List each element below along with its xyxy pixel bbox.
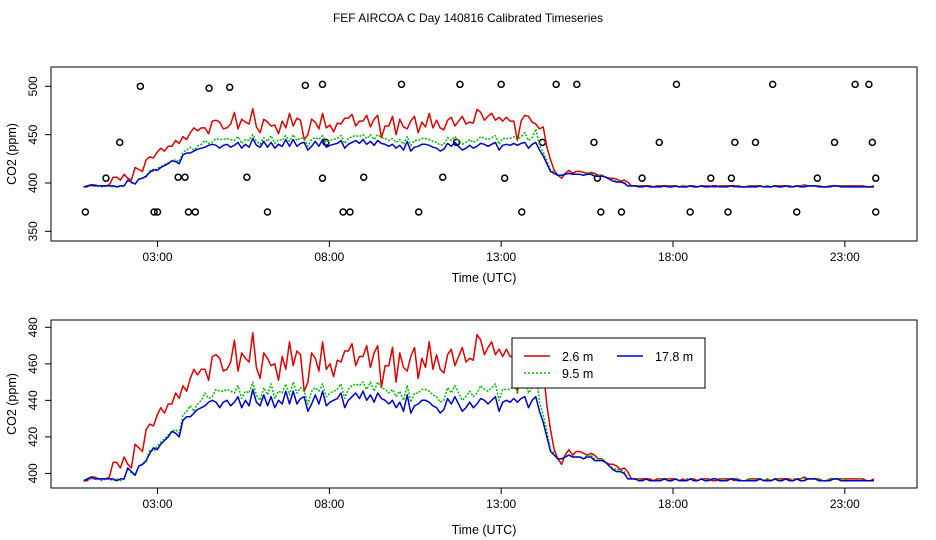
marker-point [724, 208, 732, 216]
legend-label-9-5m: 9.5 m [562, 367, 593, 381]
legend-label-2-6m: 2.6 m [562, 350, 593, 364]
marker-point [414, 208, 423, 216]
bottom-x-tick-label: 18:00 [658, 497, 688, 511]
marker-point [768, 80, 777, 89]
top-x-tick-label: 13:00 [486, 250, 516, 264]
top-y-axis-label: CO2 (ppm) [5, 123, 19, 185]
top-y-tick-label: 450 [26, 124, 40, 144]
bottom-x-tick-label: 03:00 [143, 497, 173, 511]
marker-point [102, 174, 110, 182]
marker-point [318, 174, 327, 182]
marker-point [184, 208, 193, 216]
marker-point [872, 174, 880, 182]
marker-point [727, 174, 736, 182]
marker-point [456, 80, 464, 89]
marker-point [538, 138, 547, 147]
marker-point [439, 173, 447, 181]
top-series-line-9-5m [83, 128, 874, 188]
marker-point [851, 80, 859, 89]
marker-point [497, 80, 505, 89]
marker-point [638, 174, 646, 182]
marker-point [597, 208, 605, 216]
bottom-y-tick-label: 480 [26, 317, 40, 337]
marker-point [872, 208, 880, 216]
bottom-y-axis-label: CO2 (ppm) [5, 373, 19, 435]
bottom-x-tick-label: 13:00 [486, 497, 516, 511]
bottom-panel: 03:00 08:00 13:00 18:00 23:00 400 420 440 460 480… [5, 317, 918, 537]
bottom-series [83, 332, 875, 482]
bottom-series-line-9-5m [83, 370, 874, 482]
marker-point [573, 80, 581, 89]
marker-point [672, 80, 681, 89]
bottom-axes: 03:00 08:00 13:00 18:00 23:00 400 420 440 460 480 [26, 317, 860, 511]
marker-point [205, 84, 213, 93]
top-y-tick-label: 500 [26, 76, 40, 96]
top-series-line-17-8m [83, 137, 874, 188]
marker-point [181, 173, 189, 181]
marker-point [707, 174, 715, 182]
marker-point [346, 208, 354, 216]
marker-point [590, 138, 598, 147]
top-series [83, 107, 875, 188]
top-x-axis-label: Time (UTC) [452, 271, 517, 285]
marker-point [301, 81, 310, 90]
marker-point [243, 173, 251, 181]
legend-label-17-8m: 17.8 m [655, 350, 693, 364]
marker-point [830, 138, 839, 147]
legend: 2.6 m 9.5 m 17.8 m [511, 337, 706, 389]
bottom-x-tick-label: 23:00 [830, 497, 860, 511]
top-axes: 03:00 08:00 13:00 18:00 23:00 350 400 450 500 [26, 76, 860, 264]
marker-point [751, 138, 760, 147]
marker-point [191, 208, 200, 216]
bottom-y-tick-label: 440 [26, 390, 40, 410]
top-x-tick-label: 23:00 [830, 250, 860, 264]
top-x-tick-label: 18:00 [658, 250, 688, 264]
marker-point [397, 80, 406, 89]
top-y-tick-label: 350 [26, 221, 40, 241]
marker-point [359, 173, 368, 181]
marker-point [339, 208, 347, 216]
marker-point [225, 83, 234, 92]
legend-box [511, 337, 706, 389]
figure-title: FEF AIRCOA C Day 140816 Calibrated Times… [333, 11, 603, 25]
marker-point [813, 174, 822, 182]
bottom-plot-frame [50, 319, 918, 489]
marker-point [617, 208, 626, 216]
marker-point [792, 208, 801, 216]
bottom-y-tick-label: 460 [26, 353, 40, 373]
marker-point [153, 208, 162, 216]
marker-point [136, 82, 145, 91]
bottom-y-tick-label: 400 [26, 463, 40, 483]
bottom-x-tick-label: 08:00 [314, 497, 344, 511]
marker-point [865, 80, 873, 89]
top-y-tick-label: 400 [26, 173, 40, 193]
bottom-series-line-17-8m [83, 388, 874, 482]
marker-point [263, 208, 272, 216]
marker-point [81, 208, 90, 216]
top-x-tick-label: 03:00 [143, 250, 173, 264]
marker-point [150, 208, 158, 216]
top-plot-frame [50, 66, 918, 242]
marker-point [115, 138, 124, 147]
marker-point [518, 208, 526, 216]
marker-point [500, 174, 509, 182]
bottom-x-axis-label: Time (UTC) [452, 523, 517, 537]
marker-point [318, 80, 327, 89]
marker-point [655, 138, 664, 147]
top-panel: 03:00 08:00 13:00 18:00 23:00 350 400 450 500 Ti… [5, 66, 918, 285]
marker-point [868, 138, 877, 147]
marker-point [731, 138, 739, 147]
marker-point [174, 173, 182, 181]
marker-point [552, 80, 560, 89]
bottom-y-tick-label: 420 [26, 427, 40, 447]
top-x-tick-label: 08:00 [314, 250, 344, 264]
marker-point [686, 208, 694, 216]
top-markers [81, 80, 880, 216]
